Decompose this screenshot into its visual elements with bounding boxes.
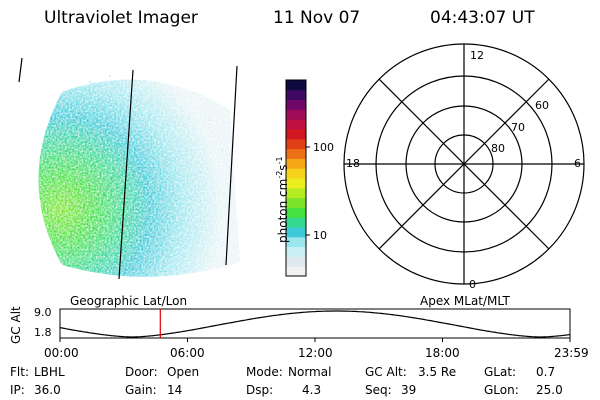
seq-value: 39 [401, 383, 417, 397]
dsp-label: Dsp: [246, 383, 274, 397]
lat-label-80: 80 [491, 142, 505, 155]
colorbar-segment [286, 109, 306, 120]
dsp-value: 4.3 [302, 383, 322, 397]
colorbar-segment [286, 89, 306, 101]
seq-label: Seq: [365, 383, 392, 397]
mlt-label-0: 0 [469, 278, 476, 291]
gcalt-label: GC Alt: [365, 365, 407, 379]
geographic-title: Geographic Lat/Lon [70, 294, 188, 308]
colorbar-segment [286, 148, 306, 159]
mlt-label-6: 6 [574, 157, 581, 170]
colorbar-segment [286, 236, 306, 248]
xtick-0600: 06:00 [170, 346, 205, 360]
xtick-1200: 12:00 [298, 346, 333, 360]
colorbar-tick-10: 10 [313, 229, 327, 242]
colorbar-segment [286, 158, 306, 169]
glat-label: GLat: [484, 365, 517, 379]
gain-value: 14 [167, 383, 183, 397]
flt-value: LBHL [34, 365, 65, 379]
mlt-label-12: 12 [470, 49, 484, 62]
colorbar-segment [286, 119, 306, 130]
apex-title: Apex MLat/MLT [420, 294, 510, 308]
xtick-0000: 00:00 [44, 346, 79, 360]
instrument-title: Ultraviolet Imager [44, 8, 198, 28]
colorbar-segment [286, 256, 306, 267]
observation-time: 04:43:07 UT [430, 8, 535, 28]
mode-label: Mode: [246, 365, 283, 379]
xtick-2359: 23:59 [554, 346, 589, 360]
mlt-label-18: 18 [346, 157, 360, 170]
colorbar-segment [286, 207, 306, 218]
colorbar-segment [286, 187, 306, 199]
door-value: Open [167, 365, 200, 379]
colorbar-segment [286, 227, 306, 238]
lat-label-70: 70 [511, 121, 525, 134]
colorbar-tick-100: 100 [313, 141, 334, 154]
gain-label: Gain: [125, 383, 157, 397]
colorbar-segment [286, 129, 306, 140]
flt-label: Flt: [10, 365, 29, 379]
colorbar-segment [286, 246, 306, 257]
colorbar-segment [286, 266, 306, 277]
colorbar-segment [286, 168, 306, 179]
glon-label: GLon: [484, 383, 519, 397]
mode-value: Normal [288, 365, 332, 379]
xtick-1800: 18:00 [425, 346, 460, 360]
colorbar-segment [286, 80, 306, 91]
ytick-9: 9.0 [34, 306, 52, 319]
glon-value: 25.0 [536, 383, 563, 397]
colorbar-segment [286, 99, 306, 110]
glat-value: 0.7 [536, 365, 556, 379]
ytick-1-8: 1.8 [34, 326, 52, 339]
door-label: Door: [125, 365, 158, 379]
colorbar-segment [286, 197, 306, 208]
observation-date: 11 Nov 07 [273, 8, 361, 28]
colorbar-segment [286, 138, 306, 150]
ip-value: 36.0 [34, 383, 61, 397]
lat-label-60: 60 [535, 99, 549, 112]
colorbar-segment [286, 178, 306, 189]
ip-label: IP: [10, 383, 25, 397]
gcalt-value: 3.5 Re [418, 365, 457, 379]
colorbar-segment [286, 217, 306, 228]
